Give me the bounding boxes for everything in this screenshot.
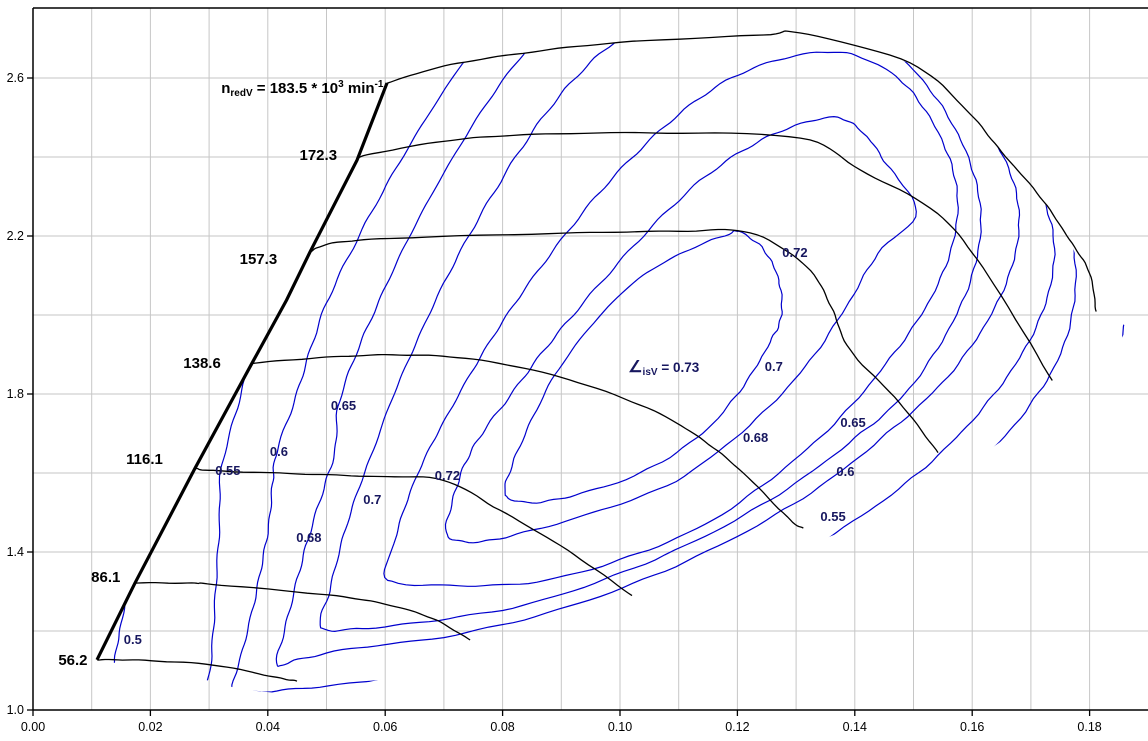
x-tick-label: 0.12 (725, 720, 749, 734)
speed-line-138_6 (251, 353, 804, 529)
x-tick-label: 0.00 (21, 720, 45, 734)
x-tick-label: 0.04 (256, 720, 280, 734)
efficiency-contour-0_55 (201, 33, 1077, 696)
x-tick-label: 0.16 (960, 720, 984, 734)
efficiency-label-12: 0.55 (820, 509, 845, 524)
efficiency-label-5: 0.7 (363, 492, 381, 507)
x-tick-label: 0.08 (490, 720, 514, 734)
speed-line-183_5 (386, 30, 1097, 312)
eta-annotation: ∠isV = 0.73 (628, 359, 700, 378)
speed-line-label-116_1: 116.1 (126, 451, 163, 468)
y-tick-label: 2.6 (7, 71, 24, 85)
surge-line (95, 82, 389, 661)
speed-line-157_3 (309, 228, 939, 453)
y-tick-label: 1.4 (7, 545, 24, 559)
speed-line-172_3 (356, 131, 1053, 381)
y-tick-label: 1.0 (7, 703, 24, 717)
y-tick-label: 1.8 (7, 387, 24, 401)
efficiency-contour-0_73 (504, 230, 783, 504)
efficiency-label-4: 0.68 (296, 530, 321, 545)
efficiency-contour-0_5 (103, 33, 1127, 696)
efficiency-label-0: 0.5 (124, 632, 142, 647)
y-tick-label: 2.2 (7, 229, 24, 243)
speed-line-116_1 (194, 467, 633, 597)
speed-line-label-172_3: 172.3 (300, 147, 338, 164)
efficiency-label-1: 0.55 (215, 463, 240, 478)
efficiency-contour-0_72 (444, 115, 917, 544)
x-tick-label: 0.14 (843, 720, 867, 734)
efficiency-contour-0_68 (319, 33, 982, 633)
speed-line-label-86_1: 86.1 (91, 569, 120, 586)
x-tick-label: 0.06 (373, 720, 397, 734)
x-tick-label: 0.02 (138, 720, 162, 734)
efficiency-label-11: 0.6 (836, 464, 854, 479)
x-tick-label: 0.10 (608, 720, 632, 734)
efficiency-contour-0_65 (275, 33, 1021, 667)
efficiency-label-2: 0.6 (270, 444, 288, 459)
efficiency-contours (103, 33, 1127, 696)
x-tick-label: 0.18 (1077, 720, 1101, 734)
efficiency-label-8: 0.7 (765, 359, 783, 374)
speed-lines (97, 30, 1097, 682)
efficiency-contour-0_7 (383, 51, 959, 587)
speed-annotation: nredV = 183.5 * 103 min-1 (221, 79, 384, 99)
efficiency-label-9: 0.68 (743, 430, 768, 445)
efficiency-contour-0_6 (231, 33, 1056, 695)
efficiency-label-10: 0.65 (840, 415, 865, 430)
efficiency-label-6: 0.72 (435, 468, 460, 483)
speed-line-56_2 (97, 658, 298, 682)
speed-line-label-138_6: 138.6 (183, 355, 221, 372)
efficiency-label-7: 0.72 (782, 245, 807, 260)
speed-line-label-56_2: 56.2 (58, 652, 87, 669)
efficiency-label-3: 0.65 (331, 398, 356, 413)
speed-line-86_1 (134, 581, 471, 641)
speed-line-label-157_3: 157.3 (240, 251, 278, 268)
